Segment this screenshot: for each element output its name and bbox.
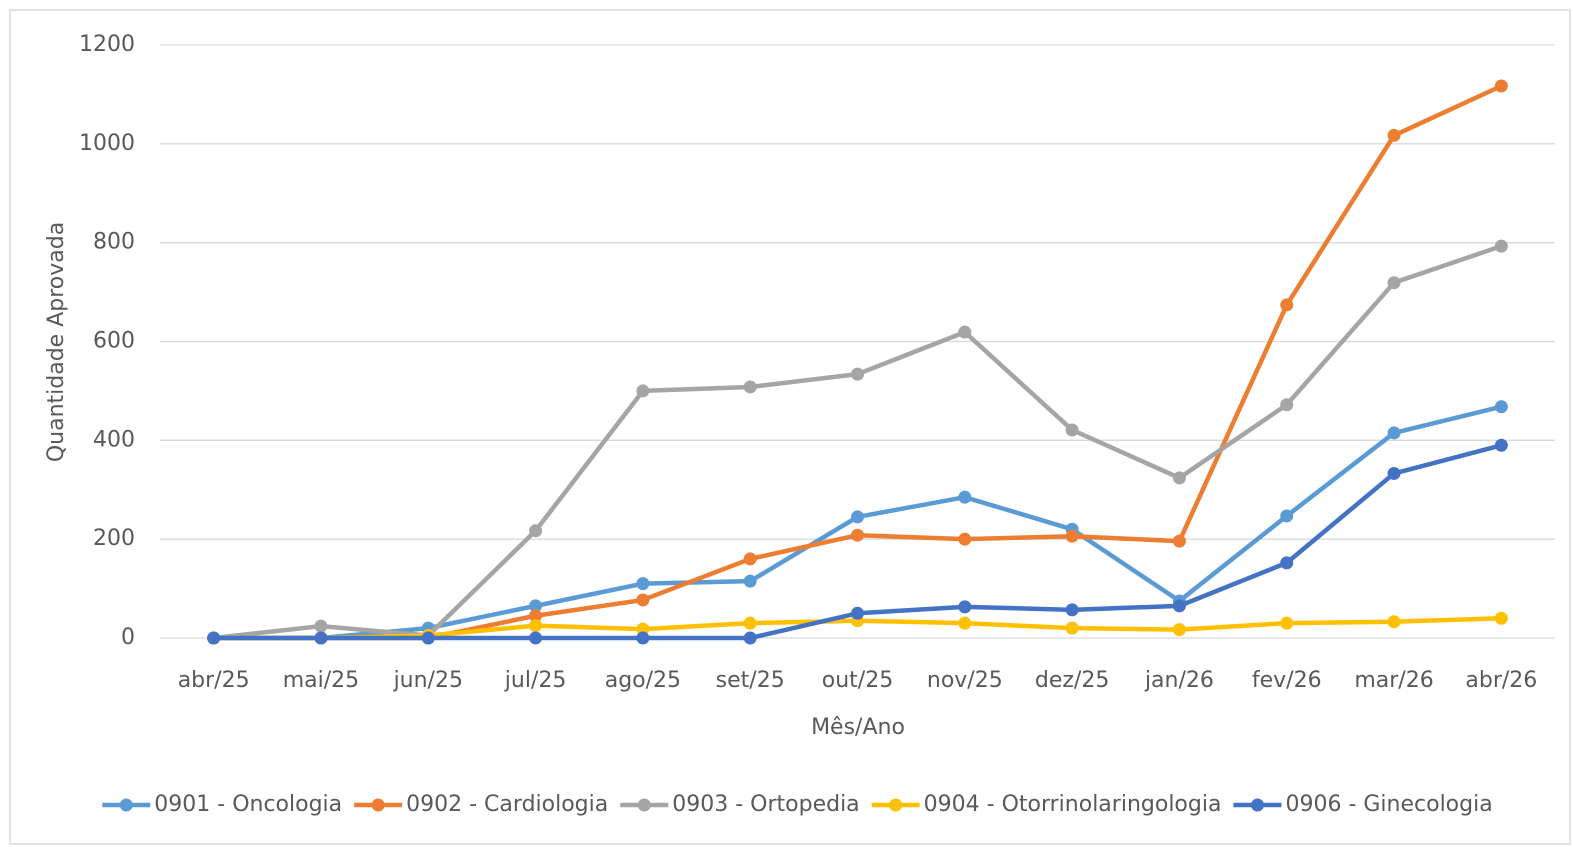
y-tick-label: 1200	[79, 32, 135, 57]
data-point	[1280, 398, 1294, 412]
legend-marker	[889, 798, 903, 812]
x-tick-label: mai/25	[283, 668, 359, 693]
x-tick-label: out/25	[822, 668, 893, 693]
data-point	[851, 510, 864, 524]
data-point	[636, 384, 650, 398]
x-tick-label: jun/25	[393, 668, 463, 693]
legend: 0901 - Oncologia 0902 - Cardiologia 0903 -…	[102, 792, 1493, 817]
data-point	[743, 380, 757, 394]
legend-label: 0901 - Oncologia	[154, 792, 342, 817]
data-point	[743, 552, 757, 566]
data-point	[958, 325, 972, 339]
data-point	[851, 367, 864, 381]
x-tick-label: abr/26	[1465, 668, 1537, 693]
data-point	[1172, 534, 1186, 548]
data-point	[636, 593, 650, 607]
data-point	[1065, 603, 1079, 617]
data-point	[529, 631, 543, 645]
data-point	[743, 631, 757, 645]
data-point	[636, 631, 650, 645]
data-point	[1494, 438, 1508, 452]
data-point	[314, 619, 328, 633]
x-tick-label: fev/26	[1252, 668, 1322, 693]
y-tick-label: 400	[93, 427, 135, 452]
x-tick-label: mar/26	[1354, 668, 1433, 693]
data-point	[636, 577, 650, 591]
x-tick-label: ago/25	[605, 668, 681, 693]
data-point	[1387, 615, 1401, 629]
data-point	[851, 528, 864, 542]
data-point	[1065, 621, 1079, 635]
data-point	[1065, 423, 1079, 437]
x-tick-label: jul/25	[504, 668, 567, 693]
data-point	[1280, 298, 1294, 312]
data-point	[1494, 400, 1508, 414]
data-point	[636, 622, 650, 636]
legend-marker	[1250, 798, 1264, 812]
data-point	[958, 532, 972, 546]
legend-label: 0903 - Ortopedia	[672, 792, 859, 817]
data-point	[1387, 426, 1401, 440]
legend-item: 0901 - Oncologia	[102, 792, 342, 817]
data-point	[207, 631, 221, 645]
legend-marker	[119, 798, 133, 812]
x-tick-label: jan/26	[1144, 668, 1214, 693]
data-point	[1494, 239, 1508, 253]
y-tick-label: 1000	[79, 131, 135, 156]
data-point	[529, 599, 543, 613]
data-point	[529, 619, 543, 633]
data-point	[1280, 509, 1294, 523]
x-tick-label: nov/25	[927, 668, 1003, 693]
y-tick-label: 800	[93, 230, 135, 255]
data-point	[1280, 556, 1294, 570]
x-tick-label: abr/25	[178, 668, 250, 693]
legend-label: 0906 - Ginecologia	[1285, 792, 1492, 817]
y-tick-label: 0	[121, 625, 135, 650]
chart-frame	[9, 9, 1571, 845]
legend-label: 0904 - Otorrinolaringologia	[924, 792, 1222, 817]
data-point	[1387, 276, 1401, 290]
data-point	[851, 606, 864, 620]
data-point	[1065, 529, 1079, 543]
y-tick-label: 600	[93, 329, 135, 354]
data-point	[958, 600, 972, 614]
data-point	[314, 631, 328, 645]
data-point	[1494, 611, 1508, 625]
data-point	[958, 616, 972, 630]
data-point	[529, 524, 543, 538]
x-axis-title: Mês/Ano	[811, 715, 905, 740]
data-point	[958, 490, 972, 504]
legend-marker	[371, 798, 385, 812]
data-point	[1387, 466, 1401, 480]
data-point	[1172, 599, 1186, 613]
y-axis-title: Quantidade Aprovada	[44, 222, 69, 462]
data-point	[421, 631, 435, 645]
legend-item: 0902 - Cardiologia	[354, 792, 608, 817]
legend-item: 0906 - Ginecologia	[1233, 792, 1493, 817]
data-point	[1387, 128, 1401, 142]
legend-item: 0904 - Otorrinolaringologia	[871, 792, 1222, 817]
x-tick-label: set/25	[716, 668, 785, 693]
y-tick-label: 200	[93, 526, 135, 551]
legend-label: 0902 - Cardiologia	[406, 792, 608, 817]
data-point	[1172, 623, 1186, 637]
data-point	[743, 616, 757, 630]
data-point	[1280, 616, 1294, 630]
x-tick-label: dez/25	[1035, 668, 1109, 693]
data-point	[1494, 79, 1508, 93]
data-point	[743, 574, 757, 588]
data-point	[529, 609, 543, 623]
data-point	[1172, 471, 1186, 485]
legend-marker	[637, 798, 651, 812]
legend-item: 0903 - Ortopedia	[620, 792, 860, 817]
